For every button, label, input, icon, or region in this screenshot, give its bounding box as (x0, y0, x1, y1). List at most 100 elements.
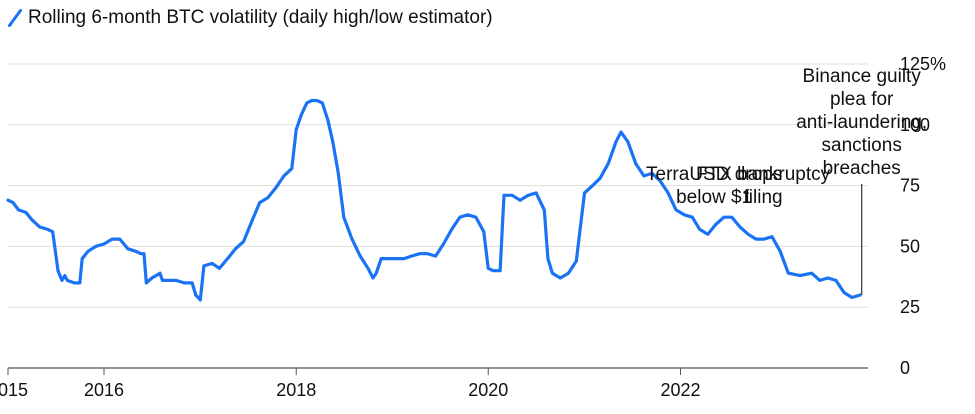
y-tick-label: 125% (900, 54, 946, 74)
data-point (299, 113, 303, 117)
data-point (80, 257, 84, 260)
data-point (542, 208, 546, 212)
annotation-label: below $1 (676, 187, 752, 208)
data-point (491, 269, 495, 273)
data-point (526, 193, 530, 197)
data-point (30, 218, 34, 222)
legend-line-icon (8, 9, 22, 27)
annotation-label: breaches (823, 158, 901, 179)
data-point (642, 174, 646, 178)
data-point (410, 254, 413, 258)
gridlines (8, 63, 868, 308)
data-point (619, 130, 623, 134)
data-point (139, 252, 143, 256)
data-point (754, 237, 758, 241)
data-point (558, 276, 562, 280)
data-point (706, 232, 710, 236)
data-point (331, 140, 335, 144)
data-point (110, 237, 114, 241)
data-point (182, 281, 186, 285)
data-point (24, 210, 28, 214)
data-point (305, 101, 309, 105)
data-point (598, 176, 602, 180)
data-point (86, 249, 90, 253)
y-tick-label: 50 (900, 236, 920, 256)
data-point (190, 281, 194, 285)
data-point (38, 225, 41, 229)
data-point (394, 257, 398, 260)
data-point (746, 232, 750, 236)
x-tick-label: 2015 (0, 380, 28, 400)
data-point (234, 247, 237, 251)
data-point (770, 235, 774, 239)
data-point (226, 257, 230, 260)
data-point (102, 242, 106, 246)
data-point (626, 140, 630, 144)
data-point (210, 262, 214, 265)
data-point (778, 249, 782, 253)
legend-label: Rolling 6-month BTC volatility (daily hi… (28, 7, 493, 28)
data-point (674, 208, 678, 212)
data-point (818, 279, 822, 282)
data-point (142, 252, 146, 256)
data-point (72, 281, 76, 285)
annotation-label: plea for (830, 89, 894, 110)
data-point (342, 215, 346, 219)
data-point (658, 179, 662, 183)
data-point (842, 291, 846, 295)
data-point (350, 237, 354, 241)
data-point (738, 225, 742, 229)
data-point (567, 271, 570, 275)
data-point (174, 279, 178, 282)
data-point (320, 101, 324, 105)
data-point (371, 276, 375, 280)
data-point (274, 186, 278, 190)
data-point (282, 174, 286, 178)
x-tick-label: 2016 (84, 380, 124, 400)
data-point (17, 208, 20, 212)
annotation-label: sanctions (822, 135, 902, 156)
data-point (634, 162, 638, 166)
data-point (60, 279, 64, 282)
data-point (374, 271, 378, 275)
data-point (714, 223, 718, 226)
data-point (682, 213, 686, 217)
data-point (450, 227, 454, 231)
data-point (762, 237, 766, 241)
data-point (166, 279, 170, 282)
data-point (218, 266, 221, 270)
data-point (194, 293, 198, 297)
data-point (326, 118, 330, 122)
data-point (63, 274, 67, 277)
data-point (118, 237, 122, 241)
data-point (591, 184, 595, 188)
data-point (158, 271, 162, 275)
y-tick-label: 0 (900, 358, 910, 378)
data-point (426, 252, 429, 256)
data-point (290, 167, 294, 170)
data-point (834, 279, 838, 282)
y-tick-label: 75 (900, 176, 920, 196)
data-point (614, 140, 618, 144)
data-point (11, 201, 15, 205)
data-point (6, 198, 10, 202)
y-tick-label: 100 (900, 115, 930, 135)
data-point (402, 257, 406, 260)
data-point (498, 269, 502, 273)
data-point (690, 215, 694, 219)
series-lines (6, 98, 862, 302)
data-point (826, 276, 830, 280)
data-point (466, 213, 470, 217)
data-point (502, 193, 506, 197)
data-point (810, 271, 814, 275)
data-point (798, 274, 802, 277)
data-point (56, 269, 60, 273)
data-point (666, 191, 670, 195)
annotation-label: FTX bankruptcy (696, 164, 831, 185)
data-point (606, 162, 610, 166)
data-point (698, 227, 702, 231)
